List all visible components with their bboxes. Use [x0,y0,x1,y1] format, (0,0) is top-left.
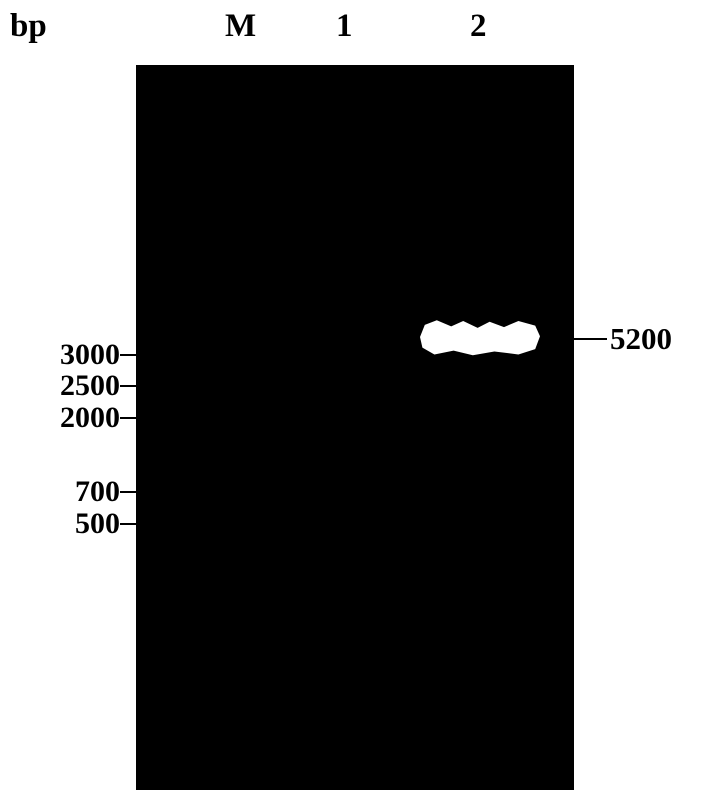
lane-label-1: 1 [336,8,353,45]
marker-tick-700 [120,491,138,493]
marker-tick-2500 [120,385,138,387]
lane-label-m: M [225,8,256,45]
marker-left-500: 500 [75,507,120,541]
gel-band-lane2 [420,318,540,356]
marker-tick-500 [120,523,138,525]
marker-right-5200: 5200 [610,321,672,357]
marker-left-2500: 2500 [60,369,120,403]
marker-tick-2000 [120,417,138,419]
marker-tick-3000 [120,354,138,356]
gel-well [136,65,574,790]
lane-label-2: 2 [470,8,487,45]
marker-tick-5200 [572,338,607,340]
marker-left-2000: 2000 [60,401,120,435]
marker-left-700: 700 [75,475,120,509]
marker-left-3000: 3000 [60,338,120,372]
units-label: bp [10,8,47,45]
